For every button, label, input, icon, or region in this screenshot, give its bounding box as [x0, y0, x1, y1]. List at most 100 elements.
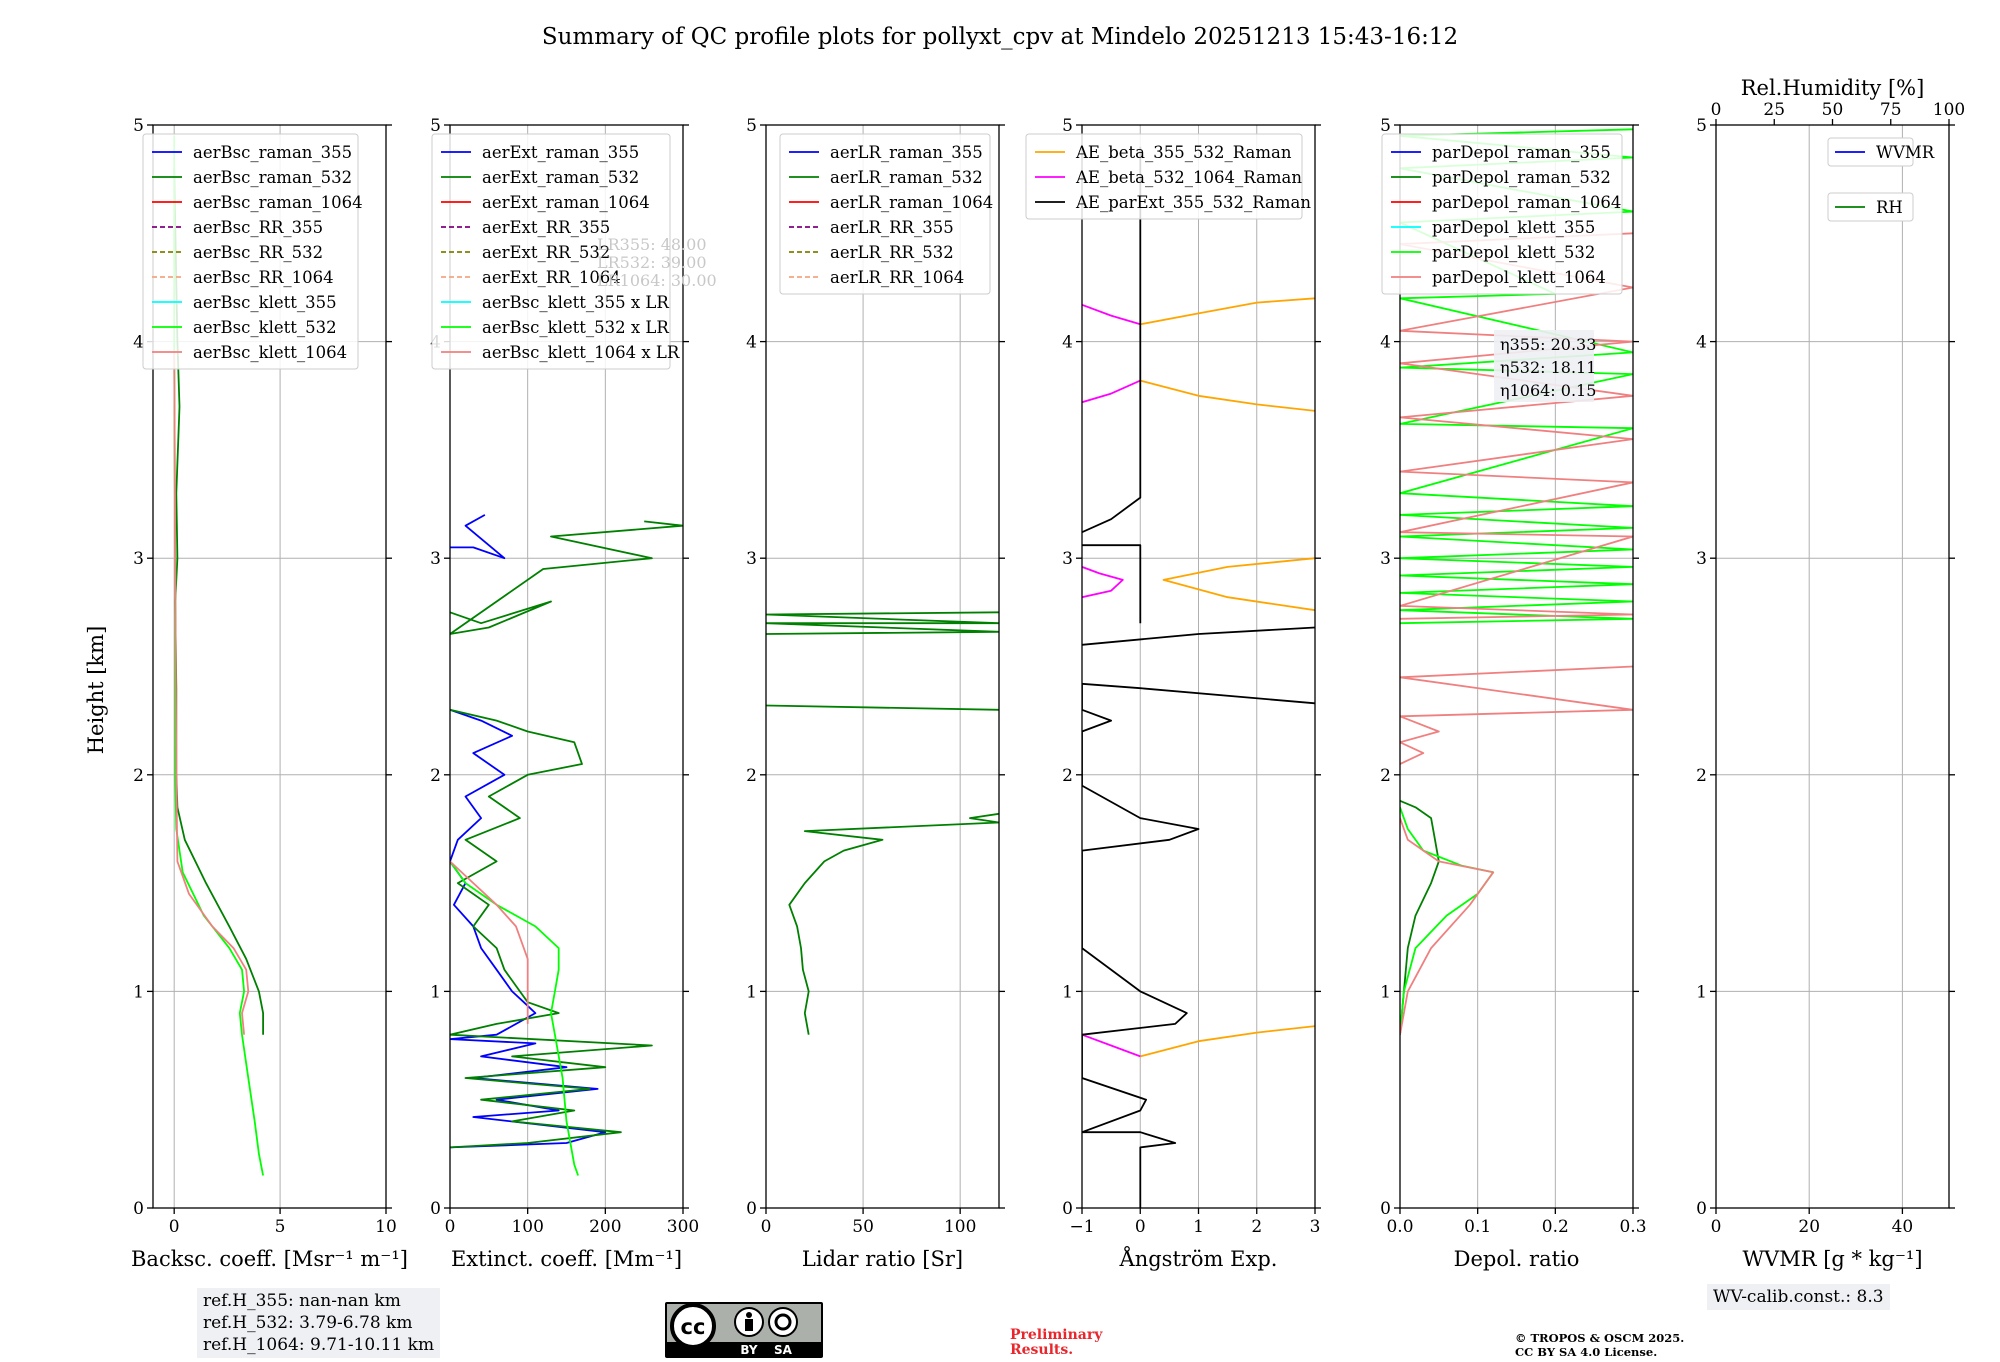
y-axis-label: Height [km] [84, 626, 108, 755]
y-tick-label: 4 [1062, 333, 1073, 353]
legend-entry-aerBsc_klett_355 x LR: aerBsc_klett_355 x LR [482, 293, 669, 312]
share-alike-icon [768, 1307, 798, 1337]
legend: parDepol_raman_355 parDepol_raman_532 parD… [1381, 133, 1623, 295]
top-tick-label: 100 [1933, 100, 1965, 120]
preliminary-line-2: Results. [1010, 1342, 1074, 1358]
y-tick-label: 0 [746, 1199, 757, 1219]
y-tick-label: 0 [133, 1199, 144, 1219]
y-tick-label: 1 [1062, 982, 1073, 1002]
y-tick-label: 4 [133, 333, 144, 353]
top-tick-label: 25 [1763, 100, 1785, 120]
cc-logo-text: cc [681, 1315, 706, 1339]
legend: WVMR RH [1827, 137, 1935, 222]
legend-entry-aerLR_RR_355: aerLR_RR_355 [830, 218, 954, 237]
x-tick-label: 20 [1798, 1217, 1820, 1237]
y-tick-label: 1 [1696, 982, 1707, 1002]
wv-calib-const: WV-calib.const.: 8.3 [1713, 1287, 1884, 1307]
y-tick-label: 4 [746, 333, 757, 353]
legend-entry-WVMR: WVMR [1876, 143, 1935, 162]
x-tick-label: 0.0 [1386, 1217, 1413, 1237]
x-tick-label: 0.1 [1464, 1217, 1491, 1237]
eta-box [1494, 330, 1594, 402]
legend-entry-parDepol_klett_1064: parDepol_klett_1064 [1432, 268, 1606, 287]
x-tick-label: 1 [1193, 1217, 1204, 1237]
y-tick-label: 3 [1380, 549, 1391, 569]
y-tick-label: 0 [1380, 1199, 1391, 1219]
legend-entry-aerBsc_raman_355: aerBsc_raman_355 [193, 143, 352, 162]
legend-box [1827, 137, 1914, 167]
panel-extinction: 0123450100200300Extinct. coeff. [Mm⁻¹]ae… [430, 116, 717, 1271]
legend-entry-aerBsc_klett_532 x LR: aerBsc_klett_532 x LR [482, 318, 669, 337]
series-parDepol_raman_532 [1400, 799, 1440, 1035]
cc-license-badge: cc BY SA [665, 1302, 823, 1358]
panel-depol: 0 1 2 3 4 5 0.0 0.1 0.2 0.3 Depol. ratio parDepol_r… [1380, 116, 1646, 1271]
legend-entry-AE_beta_532_1064_Raman: AE_beta_532_1064_Raman [1075, 168, 1302, 187]
x-axis-label: WVMR [g * kg⁻¹] [1742, 1247, 1922, 1271]
y-tick-label: 2 [746, 766, 757, 786]
y-tick-label: 2 [1380, 766, 1391, 786]
x-axis-label: Backsc. coeff. [Msr⁻¹ m⁻¹] [131, 1247, 408, 1271]
series-aerBsc_klett_1064 x LR [450, 860, 529, 1024]
x-tick-label: 0 [1135, 1217, 1146, 1237]
series-AE_beta_355_532_Raman_b [1162, 557, 1315, 612]
series-aerLR_raman_532 [788, 812, 999, 1035]
legend-entry-aerLR_RR_532: aerLR_RR_532 [830, 243, 954, 262]
x-axis-label: Lidar ratio [Sr] [802, 1247, 963, 1271]
series-group [1082, 146, 1315, 1208]
y-tick-label: 0 [1062, 1199, 1073, 1219]
series-AE_beta_532_1064_Raman_c [1082, 379, 1141, 404]
series-AE_beta_532_1064_Raman_d [1082, 303, 1141, 326]
series-aerExt_raman_532_upper [450, 520, 683, 635]
x-tick-label: 0 [445, 1217, 456, 1237]
legend-entry-aerExt_RR_1064: aerExt_RR_1064 [482, 268, 621, 287]
copyright-line-1: © TROPOS & OSCM 2025. [1515, 1331, 1685, 1345]
y-tick-label: 5 [746, 116, 757, 136]
lidar-ratio-label: LR355: 48.00 [597, 235, 707, 254]
legend: aerExt_raman_355 aerExt_raman_532 aerExt_r… [431, 133, 680, 370]
series-AE_parExt_355_532_Raman_c [1082, 544, 1142, 624]
reference-height-box: ref.H_355: nan-nan km ref.H_532: 3.79-6.… [197, 1288, 441, 1358]
series-aerBsc_klett_532 x LR [450, 860, 579, 1176]
legend-entry-aerBsc_klett_1064 x LR: aerBsc_klett_1064 x LR [482, 343, 680, 362]
legend: aerBsc_raman_355 aerBsc_raman_532 aerBsc_r… [142, 133, 363, 370]
legend-entry-aerBsc_klett_532: aerBsc_klett_532 [193, 318, 337, 337]
series-aerExt_raman_532 [450, 708, 653, 1149]
y-tick-label: 1 [746, 982, 757, 1002]
lidar-ratio-label: LR532: 39.00 [597, 253, 707, 272]
y-tick-label: 2 [133, 766, 144, 786]
series-parDepol_klett_1064_b [1400, 665, 1633, 765]
legend-entry-aerExt_RR_532: aerExt_RR_532 [482, 243, 610, 262]
y-tick-label: 3 [746, 549, 757, 569]
series-group [450, 514, 683, 1176]
series-parDepol_klett_1064 [1400, 817, 1495, 1035]
series-AE_parExt_355_532_Raman_b [1082, 626, 1315, 646]
series-AE_beta_355_532_Raman [1140, 1025, 1315, 1058]
axes-frame [1399, 124, 1634, 1209]
x-axis-label: Extinct. coeff. [Mm⁻¹] [451, 1247, 682, 1271]
axes-frame [152, 124, 387, 1209]
x-tick-label: 0 [1711, 1217, 1722, 1237]
license-sa-label: SA [774, 1343, 793, 1357]
preliminary-line-1: Preliminary [1010, 1327, 1103, 1343]
ref-h-1064: ref.H_1064: 9.71-10.11 km [203, 1335, 435, 1355]
legend-entry-aerBsc_raman_1064: aerBsc_raman_1064 [193, 193, 363, 212]
top-tick-label: 75 [1880, 100, 1902, 120]
series-AE_beta_355_532_Raman_c [1140, 379, 1315, 412]
legend-entry-aerExt_raman_1064: aerExt_raman_1064 [482, 193, 650, 212]
preliminary-note: Preliminary Results. [1010, 1328, 1102, 1358]
legend-box [1381, 133, 1623, 295]
series-AE_parExt_355_532_Raman_d [1082, 146, 1142, 534]
y-tick-label: 3 [430, 549, 441, 569]
license-by-label: BY [740, 1343, 757, 1357]
legend-entry-AE_beta_355_532_Raman: AE_beta_355_532_Raman [1075, 143, 1292, 162]
legend-entry-aerBsc_klett_1064: aerBsc_klett_1064 [193, 343, 347, 362]
legend-entry-RH: RH [1876, 198, 1903, 217]
x-axis-label: Depol. ratio [1454, 1247, 1580, 1271]
axes-frame [449, 124, 684, 1209]
ref-h-355: ref.H_355: nan-nan km [203, 1291, 401, 1311]
y-tick-label: 5 [1696, 116, 1707, 136]
x-tick-label: 100 [944, 1217, 976, 1237]
